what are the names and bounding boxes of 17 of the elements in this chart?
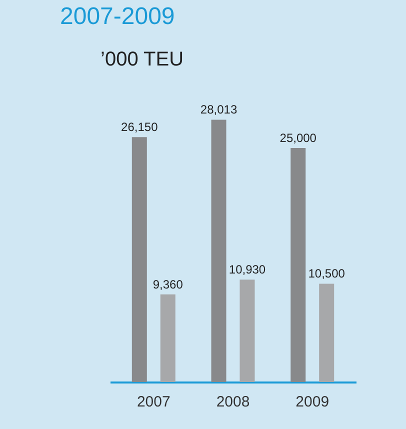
x-tick-label: 2007 bbox=[136, 394, 170, 410]
x-tick-label: 2009 bbox=[296, 394, 330, 410]
data-label: 10,930 bbox=[228, 262, 266, 277]
data-label: 25,000 bbox=[280, 130, 317, 145]
data-label: 28,013 bbox=[200, 102, 238, 117]
x-tick-label: 2008 bbox=[216, 394, 250, 410]
bar bbox=[319, 284, 334, 382]
data-label: 10,500 bbox=[308, 266, 346, 281]
chart-title: 2007-2009 bbox=[60, 3, 175, 30]
bar bbox=[290, 148, 306, 382]
bar bbox=[240, 280, 255, 382]
bar bbox=[160, 294, 176, 382]
data-label: 9,360 bbox=[152, 277, 184, 292]
data-label: 26,150 bbox=[121, 120, 158, 134]
y-axis-title: ’000 TEU bbox=[100, 48, 184, 70]
bar bbox=[211, 120, 226, 382]
bar bbox=[132, 137, 147, 382]
